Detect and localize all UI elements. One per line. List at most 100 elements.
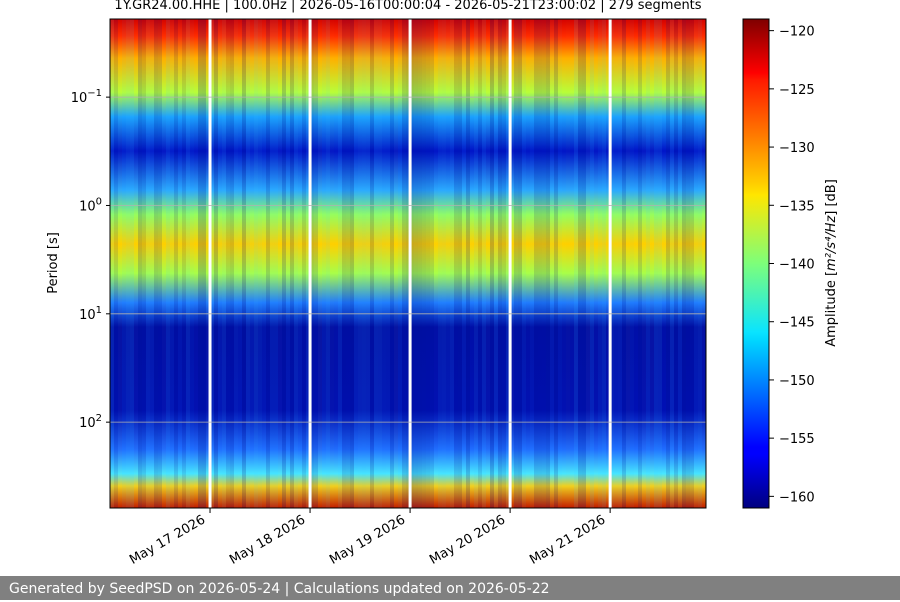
- heatmap-column: [186, 19, 190, 508]
- heatmap-column: [654, 19, 658, 508]
- heatmap-column: [230, 19, 234, 508]
- data-gap-stripe: [308, 19, 312, 508]
- heatmap-column: [306, 19, 310, 508]
- heatmap-column: [218, 19, 222, 508]
- heatmap-column: [298, 19, 302, 508]
- heatmap-column: [250, 19, 254, 508]
- heatmap-column: [622, 19, 626, 508]
- heatmap-column: [174, 19, 178, 508]
- heatmap-column: [286, 19, 290, 508]
- heatmap-column: [462, 19, 466, 508]
- heatmap-column: [590, 19, 594, 508]
- heatmap-column: [422, 19, 426, 508]
- heatmap-column: [242, 19, 246, 508]
- heatmap-column: [302, 19, 306, 508]
- heatmap-column: [270, 19, 274, 508]
- colorbar-ramp: [742, 18, 770, 509]
- heatmap-column: [398, 19, 402, 508]
- heatmap-column: [506, 19, 510, 508]
- heatmap-column: [310, 19, 314, 508]
- heatmap-column: [234, 19, 238, 508]
- heatmap-column: [466, 19, 470, 508]
- heatmap-column: [390, 19, 394, 508]
- heatmap-column: [522, 19, 526, 508]
- y-axis-label: Period [s]: [46, 232, 61, 294]
- spectrogram-heatmap: [110, 19, 706, 508]
- heatmap-column: [146, 19, 150, 508]
- heatmap-column: [166, 19, 170, 508]
- heatmap-column: [542, 19, 546, 508]
- heatmap-column: [354, 19, 358, 508]
- heatmap-column: [126, 19, 130, 508]
- heatmap-column: [554, 19, 558, 508]
- heatmap-column: [498, 19, 502, 508]
- heatmap-column: [138, 19, 142, 508]
- heatmap-column: [294, 19, 298, 508]
- heatmap-column: [374, 19, 378, 508]
- heatmap-column: [254, 19, 258, 508]
- colorbar-tick-label: −155: [779, 432, 815, 447]
- heatmap-column: [538, 19, 542, 508]
- heatmap-column: [346, 19, 350, 508]
- heatmap-column: [114, 19, 118, 508]
- heatmap-column: [602, 19, 606, 508]
- heatmap-column: [610, 19, 614, 508]
- heatmap-column: [214, 19, 218, 508]
- heatmap-column: [182, 19, 186, 508]
- chart-title: 1Y.GR24.00.HHE | 100.0Hz | 2026-05-16T00…: [114, 0, 702, 13]
- heatmap-column: [246, 19, 250, 508]
- heatmap-column: [438, 19, 442, 508]
- heatmap-column: [482, 19, 486, 508]
- heatmap-column: [490, 19, 494, 508]
- heatmap-column: [450, 19, 454, 508]
- heatmap-column: [426, 19, 430, 508]
- heatmap-column: [202, 19, 206, 508]
- y-axis: 10−1 100 101 102: [71, 88, 110, 431]
- heatmap-column: [158, 19, 162, 508]
- heatmap-column: [442, 19, 446, 508]
- colorbar-tick-label: −125: [779, 83, 815, 98]
- heatmap-column: [122, 19, 126, 508]
- colorbar-ticks: −120 −125 −130 −135 −140 −145 −150 −155 −160: [769, 25, 815, 505]
- data-gap-stripe: [508, 19, 512, 508]
- plot-frame: [109, 18, 707, 509]
- y-tick-label: 101: [79, 305, 102, 323]
- colorbar-label: Amplitude [m²/s⁴/Hz] [dB]: [824, 179, 839, 347]
- heatmap-column: [366, 19, 370, 508]
- heatmap-column: [226, 19, 230, 508]
- heatmap-column: [446, 19, 450, 508]
- colorbar-tick-label: −160: [779, 490, 815, 505]
- heatmap-column: [210, 19, 214, 508]
- heatmap-column: [274, 19, 278, 508]
- heatmap-column: [386, 19, 390, 508]
- heatmap-column: [342, 19, 346, 508]
- heatmap-column: [690, 19, 694, 508]
- colorbar-tick-label: −135: [779, 199, 815, 214]
- heatmap-column: [370, 19, 374, 508]
- heatmap-column: [582, 19, 586, 508]
- heatmap-column: [666, 19, 670, 508]
- heatmap-column: [646, 19, 650, 508]
- data-gap-stripe: [608, 19, 612, 508]
- gridlines: [110, 96, 706, 423]
- heatmap-column: [130, 19, 134, 508]
- heatmap-column: [618, 19, 622, 508]
- colorbar-tick-label: −145: [779, 316, 815, 331]
- heatmap-column: [614, 19, 618, 508]
- colorbar-tick-label: −140: [779, 258, 815, 273]
- heatmap-column: [314, 19, 318, 508]
- heatmap-column: [414, 19, 418, 508]
- colorbar-tick-label: −130: [779, 141, 815, 156]
- colorbar-tick-label: −150: [779, 374, 815, 389]
- heatmap-column: [326, 19, 330, 508]
- heatmap-column: [638, 19, 642, 508]
- heatmap-column: [686, 19, 690, 508]
- heatmap-column: [418, 19, 422, 508]
- y-tick-label: 10−1: [71, 88, 102, 106]
- heatmap-column: [698, 19, 702, 508]
- heatmap-column: [474, 19, 478, 508]
- heatmap-column: [658, 19, 662, 508]
- heatmap-column: [678, 19, 682, 508]
- data-gap-stripe: [208, 19, 212, 508]
